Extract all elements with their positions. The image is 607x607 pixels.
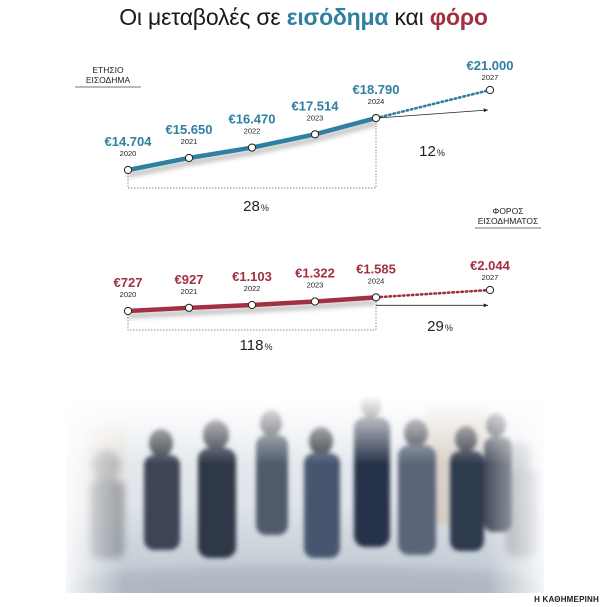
value-label: €17.514 (292, 98, 340, 113)
data-point (310, 130, 320, 139)
publisher-credit: Η ΚΑΘΗΜΕΡΙΝΗ (534, 595, 599, 604)
series-line-shadow (127, 299, 377, 319)
series-line-projection (374, 288, 492, 299)
change-number: 12 (419, 143, 436, 160)
year-label: 2020 (120, 149, 137, 158)
change-arrow (375, 108, 489, 119)
change-number: 118 (240, 337, 264, 354)
data-point (485, 285, 495, 295)
change-unit: % (445, 323, 453, 333)
value-label: €14.704 (105, 134, 153, 149)
year-label: 2027 (482, 273, 499, 282)
series-label-line: ΕΙΣΟΔΗΜΑ (86, 75, 131, 85)
value-label: €1.585 (356, 261, 396, 276)
value-label: €727 (114, 275, 143, 290)
tax-chart: ΦΟΡΟΣ ΕΙΣΟΔΗΜΑΤΟΣ€7272020€9272021€1.10320… (114, 206, 541, 354)
series-label: ΦΟΡΟΣ ΕΙΣΟΔΗΜΑΤΟΣ (478, 206, 539, 226)
year-label: 2024 (368, 276, 385, 285)
value-label: €1.322 (295, 266, 335, 281)
year-label: 2020 (120, 290, 137, 299)
value-label: €2.044 (470, 258, 511, 273)
change-number: 29 (427, 318, 444, 335)
data-point (310, 297, 320, 306)
title-income-word: εισόδημα (286, 4, 389, 30)
series-line-shadow (127, 120, 377, 178)
value-label: €927 (175, 272, 204, 287)
data-point (123, 165, 133, 175)
change-unit: % (261, 203, 269, 213)
data-point (184, 153, 194, 163)
page-title: Οι μεταβολές σε εισόδημα και φόρο (0, 4, 607, 31)
series-line-projection (374, 88, 492, 120)
value-label: €15.650 (166, 122, 213, 137)
data-point (371, 293, 381, 302)
data-point (184, 303, 194, 312)
year-label: 2024 (368, 97, 385, 106)
year-label: 2027 (482, 73, 499, 82)
year-label: 2022 (244, 127, 261, 136)
change-number: 28 (243, 198, 260, 215)
change-label: 29% (427, 318, 453, 335)
data-point (485, 85, 495, 95)
value-label: €1.103 (232, 269, 272, 284)
change-unit: % (264, 342, 272, 352)
series-label-line: ΕΤΗΣΙΟ (92, 65, 124, 75)
change-label: 118% (240, 337, 273, 354)
title-part-1: Οι μεταβολές σε (119, 4, 287, 30)
data-point (123, 306, 133, 316)
data-point (371, 113, 381, 123)
charts-area: ΕΤΗΣΙΟ ΕΙΣΟΔΗΜΑ€14.7042020€15.6502021€16.… (75, 58, 541, 354)
title-tax-word: φόρο (429, 4, 488, 30)
value-label: €18.790 (353, 82, 400, 97)
crowd-photo (66, 395, 544, 593)
change-bracket (127, 297, 377, 331)
value-label: €16.470 (229, 112, 276, 127)
year-label: 2023 (307, 281, 324, 290)
change-unit: % (437, 148, 445, 158)
crowd-photo-illustration (66, 395, 544, 593)
data-point (247, 300, 257, 310)
year-label: 2023 (307, 113, 324, 122)
year-label: 2021 (181, 287, 198, 296)
series-label-line: ΦΟΡΟΣ (493, 206, 524, 216)
series-label-line: ΕΙΣΟΔΗΜΑΤΟΣ (478, 216, 539, 226)
change-bracket (127, 118, 377, 189)
title-part-2: και (388, 4, 430, 30)
change-label: 12% (419, 143, 445, 160)
value-label: €21.000 (467, 58, 514, 73)
data-point (247, 143, 257, 152)
change-label: 28% (243, 198, 269, 215)
year-label: 2022 (244, 284, 261, 293)
series-label: ΕΤΗΣΙΟ ΕΙΣΟΔΗΜΑ (86, 65, 131, 85)
year-label: 2021 (181, 137, 198, 146)
